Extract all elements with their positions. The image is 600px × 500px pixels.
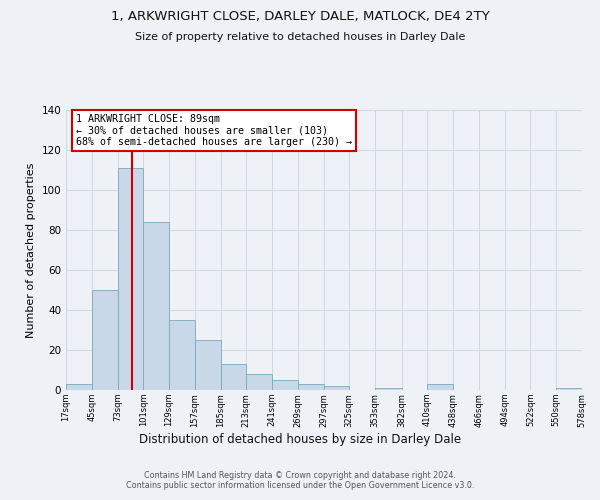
Bar [298,384,323,390]
Bar [375,388,402,390]
Bar [143,222,169,390]
Bar [92,290,118,390]
Text: Contains HM Land Registry data © Crown copyright and database right 2024.
Contai: Contains HM Land Registry data © Crown c… [126,470,474,490]
Bar [246,374,272,390]
Bar [195,340,221,390]
Bar [427,384,453,390]
Y-axis label: Number of detached properties: Number of detached properties [26,162,36,338]
Text: Distribution of detached houses by size in Darley Dale: Distribution of detached houses by size … [139,432,461,446]
Bar [272,380,298,390]
Text: 1, ARKWRIGHT CLOSE, DARLEY DALE, MATLOCK, DE4 2TY: 1, ARKWRIGHT CLOSE, DARLEY DALE, MATLOCK… [110,10,490,23]
Bar [323,386,349,390]
Bar [556,388,582,390]
Bar [169,320,195,390]
Bar [221,364,246,390]
Text: 1 ARKWRIGHT CLOSE: 89sqm
← 30% of detached houses are smaller (103)
68% of semi-: 1 ARKWRIGHT CLOSE: 89sqm ← 30% of detach… [76,114,352,148]
Bar [66,384,92,390]
Bar [118,168,143,390]
Text: Size of property relative to detached houses in Darley Dale: Size of property relative to detached ho… [135,32,465,42]
